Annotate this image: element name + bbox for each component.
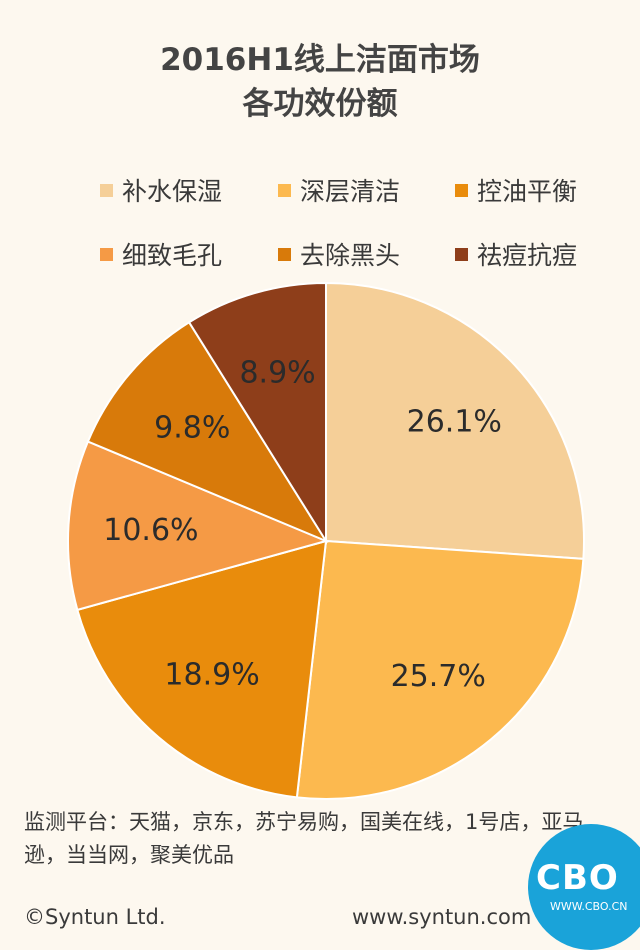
cbo-logo: CBO WWW.CBO.CN — [528, 824, 640, 950]
copyright-text: ©Syntun Ltd. — [24, 905, 166, 929]
pie-slice-0 — [325, 281, 585, 560]
logo-text: CBO — [536, 858, 619, 898]
legend-swatch — [278, 183, 291, 197]
pie-slice-5 — [187, 281, 327, 545]
pie-label-0: 26.1% — [407, 404, 502, 439]
legend-item-qudou: 祛痘抗痘 — [455, 234, 577, 274]
pie-slice-2 — [76, 539, 328, 799]
pie-label-4: 9.8% — [154, 410, 230, 445]
legend-swatch — [278, 247, 291, 261]
legend-label: 祛痘抗痘 — [477, 241, 578, 270]
legend-label: 细致毛孔 — [122, 241, 223, 270]
pie-slice-3 — [67, 440, 330, 612]
legend-item-shenceng: 深层清洁 — [278, 170, 400, 210]
legend-item-bushui: 补水保湿 — [100, 170, 222, 210]
pie-label-3: 10.6% — [103, 513, 198, 548]
pie-slice-1 — [295, 539, 585, 800]
platform-note: 监测平台：天猫，京东，苏宁易购，国美在线，1号店，亚马逊，当当网，聚美优品 — [24, 810, 584, 867]
website-text: www.syntun.com — [352, 905, 532, 929]
legend-label: 深层清洁 — [300, 177, 401, 206]
legend-swatch — [455, 183, 468, 197]
chart-title: 2016H1线上洁面市场 各功效份额 — [0, 38, 640, 126]
legend-swatch — [100, 183, 113, 197]
pie-label-2: 18.9% — [164, 657, 259, 692]
legend-label: 控油平衡 — [477, 177, 578, 206]
pie-slice-4 — [86, 320, 329, 544]
chart-title-line2: 各功效份额 — [242, 86, 398, 122]
legend-swatch — [455, 247, 468, 261]
pie-label-1: 25.7% — [391, 659, 486, 694]
legend-item-kongyou: 控油平衡 — [455, 170, 577, 210]
legend-item-xizhi: 细致毛孔 — [100, 234, 222, 274]
legend-label: 补水保湿 — [122, 177, 223, 206]
legend-item-quchu: 去除黑头 — [278, 234, 400, 274]
logo-url: WWW.CBO.CN — [550, 900, 628, 913]
pie-label-5: 8.9% — [239, 355, 315, 390]
legend-label: 去除黑头 — [300, 241, 401, 270]
chart-title-line1: 2016H1线上洁面市场 — [160, 42, 480, 78]
legend-swatch — [100, 247, 113, 261]
